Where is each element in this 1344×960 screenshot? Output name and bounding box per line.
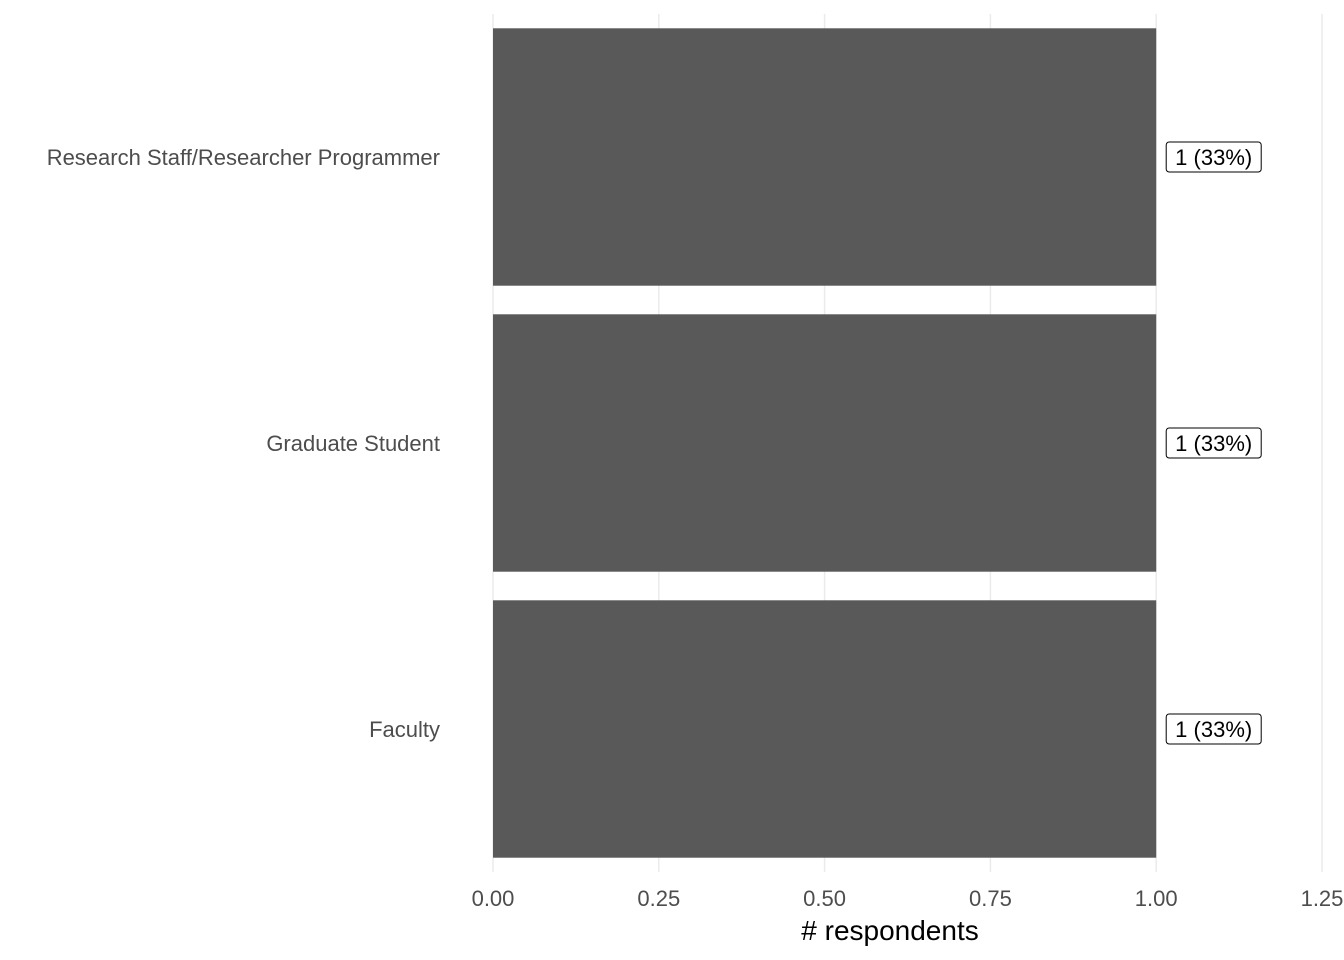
data-label-box xyxy=(1165,713,1262,745)
x-tick-label: 0.00 xyxy=(472,886,515,911)
data-label-text: 1 (33%) xyxy=(1175,145,1252,170)
x-axis-title: # respondents xyxy=(801,915,978,946)
x-tick-label: 0.25 xyxy=(637,886,680,911)
x-tick-label: 0.50 xyxy=(803,886,846,911)
category-labels: Research Staff/Researcher Programmer Grad… xyxy=(47,145,440,742)
bars xyxy=(493,28,1157,858)
data-labels: 1 (33%) 1 (33%) 1 (33%) xyxy=(1165,141,1262,745)
bar xyxy=(493,28,1157,286)
data-label: 1 (33%) xyxy=(1165,427,1262,459)
bar xyxy=(493,314,1157,572)
bar xyxy=(493,600,1157,858)
x-tick-label: 1.25 xyxy=(1301,886,1344,911)
x-tick-label: 1.00 xyxy=(1135,886,1178,911)
data-label-text: 1 (33%) xyxy=(1175,431,1252,456)
category-label: Faculty xyxy=(369,717,440,742)
x-tick-labels: 0.00 0.25 0.50 0.75 1.00 1.25 xyxy=(472,886,1344,911)
data-label-box xyxy=(1165,141,1262,173)
category-label: Research Staff/Researcher Programmer xyxy=(47,145,440,170)
data-label: 1 (33%) xyxy=(1165,141,1262,173)
category-label: Graduate Student xyxy=(266,431,440,456)
data-label: 1 (33%) xyxy=(1165,713,1262,745)
data-label-text: 1 (33%) xyxy=(1175,717,1252,742)
data-label-box xyxy=(1165,427,1262,459)
x-tick-label: 0.75 xyxy=(969,886,1012,911)
